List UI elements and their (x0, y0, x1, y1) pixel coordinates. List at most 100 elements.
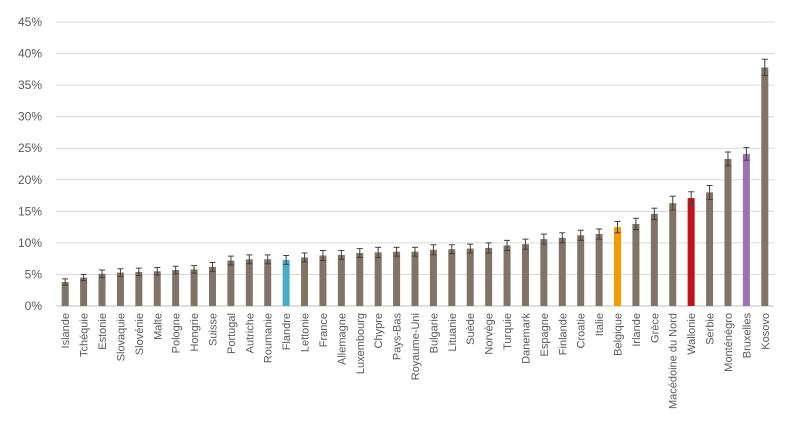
x-tick-label: Finlande (557, 313, 569, 355)
bar-macédoine-du-nord (669, 203, 677, 306)
error-bar (467, 243, 474, 254)
error-bar (375, 246, 382, 258)
x-tick-label: Hongrie (189, 313, 201, 352)
x-tick-label: Bulgarie (428, 313, 440, 353)
error-bar (669, 195, 676, 211)
error-bar (485, 242, 492, 254)
x-tick-label: Monténégro (723, 313, 735, 372)
error-bar (154, 267, 161, 276)
bar-belgique (614, 227, 622, 306)
x-tick-label: Serbie (705, 313, 717, 345)
x-tick-label: Grèce (649, 313, 661, 343)
error-bar (724, 151, 731, 167)
y-tick-label: 25% (18, 141, 42, 155)
bar-italie (595, 234, 603, 306)
error-bar (577, 229, 584, 241)
bar-islande (61, 282, 69, 306)
error-bar (688, 191, 695, 205)
error-bar (301, 252, 308, 263)
error-bar (522, 238, 529, 250)
bar-hongrie (190, 269, 198, 306)
x-tick-label: Suisse (207, 313, 219, 346)
x-tick-label: Royaume-Uni (410, 313, 422, 380)
error-bar (504, 239, 511, 251)
bar-slovénie (135, 271, 143, 306)
error-bar (559, 232, 566, 244)
error-bar (338, 249, 345, 260)
bar-lettonie (301, 257, 309, 306)
error-bar (596, 228, 603, 240)
x-tick-label: Suède (465, 313, 477, 345)
x-tick-label: Norvège (484, 313, 496, 355)
bar-monténégro (724, 158, 732, 306)
bar-bruxelles (742, 153, 750, 306)
error-bar (283, 255, 290, 265)
bar-portugal (227, 260, 235, 306)
x-tick-label: Lettonie (300, 313, 312, 352)
x-axis-tick-labels: Islande Tchéquie Estonie Slovaquie Slovénie M… (60, 313, 772, 410)
error-bar (743, 147, 750, 161)
bar-autriche (245, 259, 253, 306)
x-tick-label: Lituanie (447, 313, 459, 352)
x-tick-label: Luxembourg (355, 313, 367, 374)
bar-croatie (577, 235, 585, 306)
y-tick-label: 30% (18, 110, 42, 124)
x-tick-label: Turquie (502, 313, 514, 350)
y-tick-label: 40% (18, 47, 42, 61)
error-bar (264, 254, 271, 265)
error-bar (540, 233, 547, 245)
bar-chypre (374, 252, 382, 306)
bar-espagne (540, 239, 548, 306)
y-tick-label: 35% (18, 78, 42, 92)
x-tick-label: Autriche (244, 313, 256, 353)
bar-royaume-uni (411, 251, 419, 306)
bar-suisse (208, 266, 216, 306)
x-tick-label: Danemark (520, 313, 532, 364)
bar-roumanie (264, 259, 272, 306)
bar-allemagne (337, 254, 345, 306)
bar-lituanie (448, 249, 456, 306)
error-bar (632, 217, 639, 231)
x-tick-label: Kosovo (760, 313, 772, 350)
error-bar (227, 255, 234, 266)
error-bar (80, 273, 87, 282)
y-tick-label: 5% (25, 267, 43, 281)
bar-malte (153, 271, 161, 306)
x-tick-label: Italie (594, 313, 606, 336)
error-bar (191, 265, 198, 274)
x-tick-label: Wallonie (686, 313, 698, 355)
error-bar (651, 207, 658, 221)
x-tick-label: Pays-Bas (392, 313, 404, 361)
error-bar (356, 248, 363, 258)
x-tick-label: Tchéquie (79, 313, 91, 357)
y-tick-label: 10% (18, 236, 42, 250)
bar-pologne (172, 270, 180, 306)
bar-estonie (98, 273, 106, 306)
x-tick-label: Pologne (171, 313, 183, 353)
x-tick-label: Slovénie (134, 313, 146, 355)
bar-france (319, 255, 327, 306)
error-bar (99, 269, 106, 279)
error-bars (62, 58, 768, 286)
x-tick-label: Irlande (631, 313, 643, 347)
bar-slovaquie (116, 272, 124, 306)
x-tick-label: France (318, 313, 330, 347)
bar-bulgarie (429, 249, 437, 306)
x-tick-label: Flandre (281, 313, 293, 350)
error-bar (614, 220, 621, 234)
bar-finlande (558, 237, 566, 306)
x-tick-label: Malte (152, 313, 164, 340)
bar-tchéquie (80, 277, 88, 306)
error-bar (412, 246, 418, 257)
x-tick-label: Macédoine du Nord (668, 313, 680, 409)
y-axis-tick-labels: 0% 5% 10% 15% 20% 25% 30% 35% 40% 45% (18, 15, 42, 313)
error-bar (135, 267, 142, 277)
x-tick-label: Slovaquie (115, 313, 127, 361)
x-tick-label: Portugal (226, 313, 238, 354)
bar-pays-bas (393, 251, 401, 306)
x-tick-label: Chypre (373, 313, 385, 348)
x-tick-label: Croatie (576, 313, 588, 348)
bars (61, 67, 769, 306)
bar-turquie (503, 245, 511, 306)
